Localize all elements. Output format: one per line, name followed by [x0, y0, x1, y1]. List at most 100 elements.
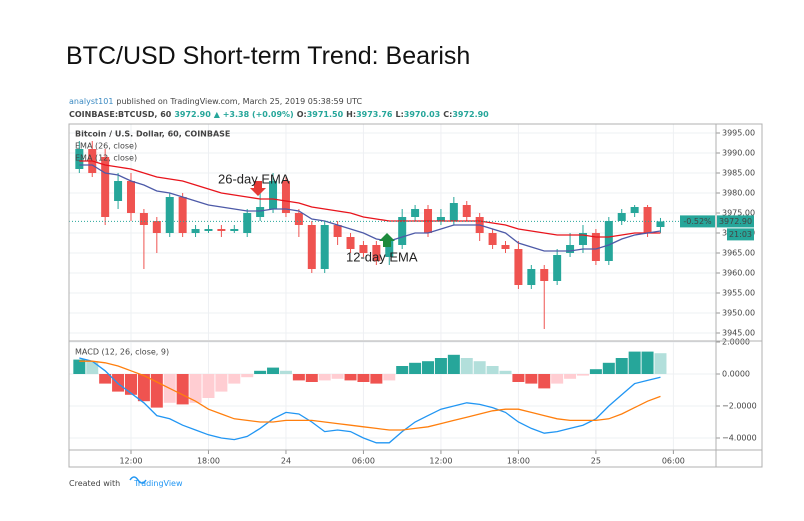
- author[interactable]: analyst101: [69, 97, 113, 106]
- x-tick-label: 06:00: [662, 457, 685, 466]
- candle-body: [75, 149, 84, 169]
- ohlc-label: C:: [443, 110, 452, 119]
- footer-brand[interactable]: TradingView: [133, 479, 183, 488]
- candle-body: [540, 269, 549, 281]
- y-tick-label: 3980.00: [722, 189, 755, 198]
- candle-body: [139, 213, 148, 225]
- y-tick-label: 2.0000: [722, 338, 750, 347]
- candle-body: [359, 245, 368, 253]
- histogram-bar: [305, 374, 318, 382]
- ohlc-label: H:: [346, 110, 356, 119]
- price-label: 3972.90: [719, 217, 752, 226]
- y-tick-label: 0.0000: [722, 370, 750, 379]
- candle-body: [372, 245, 381, 261]
- histogram-bar: [215, 374, 228, 392]
- y-tick-label: 3950.00: [722, 309, 755, 318]
- candle-body: [217, 229, 226, 231]
- candle-body: [578, 233, 587, 245]
- countdown-tag: [727, 228, 754, 241]
- x-tick-label: 12:00: [429, 457, 452, 466]
- histogram-bar: [538, 374, 551, 389]
- publish-line: analyst101 published on TradingView.com, …: [69, 97, 363, 106]
- histogram-bar: [422, 361, 435, 374]
- histogram-bar: [602, 362, 615, 374]
- x-tick-label: 25: [591, 457, 601, 466]
- ohlc-label: O:: [297, 110, 307, 119]
- candle-body: [178, 197, 187, 233]
- histogram-bar: [615, 358, 628, 374]
- candle-body: [566, 245, 575, 253]
- candle-body: [643, 207, 652, 233]
- ohlc-value: 3971.50: [307, 110, 344, 119]
- footer-text: Created with: [69, 479, 120, 488]
- annotation: 12-day EMA: [346, 249, 418, 264]
- histogram-bar: [564, 374, 577, 379]
- arrow-down: [250, 181, 266, 196]
- change-label: -0.52%: [683, 217, 712, 226]
- candle-body: [152, 221, 161, 233]
- x-tick-label: 18:00: [507, 457, 530, 466]
- histogram-bar: [73, 359, 86, 374]
- histogram-bar: [409, 362, 422, 374]
- histogram-bar: [318, 374, 331, 381]
- histogram-bar: [512, 374, 525, 382]
- annotation: 26-day EMA: [218, 171, 290, 186]
- pane-title: MACD (12, 26, close, 9): [75, 348, 169, 357]
- page-title: BTC/USD Short-term Trend: Bearish: [66, 42, 470, 70]
- price-tag: [717, 215, 754, 228]
- ema-line: [79, 164, 661, 252]
- x-tick-label: 24: [281, 457, 291, 466]
- candle-body: [165, 197, 174, 233]
- candle-body: [436, 217, 445, 221]
- change-tag: [680, 215, 715, 228]
- candle-body: [114, 181, 123, 201]
- histogram-bar: [189, 374, 202, 403]
- macd-line: [79, 360, 661, 431]
- candle-body: [514, 249, 523, 285]
- candle-body: [488, 233, 497, 245]
- y-tick-label: 3960.00: [722, 269, 755, 278]
- histogram-bar: [589, 369, 602, 374]
- candle-body: [656, 221, 665, 227]
- y-tick-label: −2.0000: [722, 402, 757, 411]
- candle-body: [462, 205, 471, 217]
- candle-body: [320, 225, 329, 269]
- histogram-bar: [486, 366, 499, 374]
- histogram-bar: [525, 374, 538, 384]
- histogram-bar: [641, 351, 654, 374]
- candle-body: [617, 213, 626, 221]
- histogram-bar: [654, 353, 667, 374]
- candle-body: [398, 217, 407, 245]
- histogram-bar: [628, 351, 641, 374]
- candle-body: [294, 213, 303, 225]
- x-tick-label: 12:00: [119, 457, 142, 466]
- candle-body: [604, 221, 613, 261]
- candle-body: [591, 233, 600, 261]
- x-tick-label: 06:00: [352, 457, 375, 466]
- histogram-bar: [124, 374, 137, 395]
- candle-body: [553, 255, 562, 281]
- histogram-bar: [202, 374, 215, 398]
- candle-body: [346, 237, 355, 249]
- histogram-bar: [396, 366, 409, 374]
- histogram-bar: [254, 370, 267, 374]
- published: published on TradingView.com, March 25, …: [116, 97, 362, 106]
- histogram-bar: [267, 367, 280, 374]
- y-tick-label: 3990.00: [722, 149, 755, 158]
- candle-body: [501, 245, 510, 249]
- countdown-label: 21:03: [729, 230, 752, 239]
- candle-body: [230, 229, 239, 231]
- brand-logo: [129, 476, 147, 484]
- symbol: COINBASE:BTCUSD, 60: [69, 110, 172, 119]
- histogram-bar: [241, 374, 254, 378]
- candle-body: [269, 181, 278, 209]
- candle-body: [126, 181, 135, 213]
- histogram-bar: [460, 358, 473, 374]
- candle-body: [449, 203, 458, 221]
- candle-body: [204, 229, 213, 231]
- candle-body: [101, 157, 110, 217]
- candle-body: [281, 181, 290, 213]
- histogram-bar: [499, 370, 512, 374]
